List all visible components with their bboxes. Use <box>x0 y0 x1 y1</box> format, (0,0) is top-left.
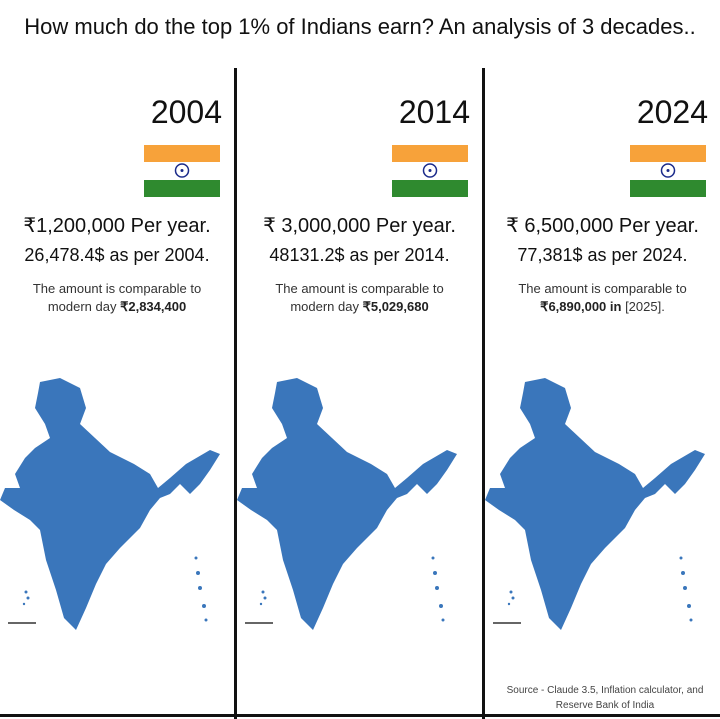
year-label: 2024 <box>636 94 708 130</box>
source-note: Source - Claude 3.5, Inflation calculato… <box>506 685 704 711</box>
comparison-value: ₹5,029,680 <box>362 299 429 314</box>
inflation-comparison: The amount is comparable to modern day ₹… <box>237 280 482 316</box>
year-panel: 2014 ₹ 3,000,000 Per year. 48131.2$ as p… <box>237 68 482 708</box>
usd-income: 26,478.4$ as per 2004. <box>24 245 210 265</box>
rupee-income: ₹ 3,000,000 Per year. <box>263 215 456 237</box>
comparison-text: The amount is comparable to <box>275 281 444 296</box>
divider <box>482 68 485 719</box>
year-label: 2014 <box>398 94 470 130</box>
comparison-value: ₹2,834,400 <box>120 299 187 314</box>
divider <box>234 68 237 719</box>
comparison-text: The amount is comparable to <box>518 281 687 296</box>
usd-income: 77,381$ as per 2024. <box>517 245 688 265</box>
divider <box>0 714 720 717</box>
year-label: 2004 <box>150 94 222 130</box>
comparison-text: The amount is comparable to <box>32 281 202 296</box>
india-map-icon <box>237 378 457 630</box>
year-panel: 2024 ₹ 6,500,000 Per year. 77,381$ as pe… <box>485 68 720 708</box>
usd-income: 48131.2$ as per 2014. <box>269 245 450 265</box>
india-flag-icon <box>144 145 220 197</box>
comparison-value: ₹6,890,000 in <box>540 299 622 314</box>
india-flag-icon <box>630 145 706 197</box>
india-map-icon <box>485 378 705 630</box>
page-title: How much do the top 1% of Indians earn? … <box>24 14 696 39</box>
comparison-suffix: [2025]. <box>621 299 665 314</box>
inflation-comparison: The amount is comparable to ₹6,890,000 i… <box>485 280 720 316</box>
india-flag-icon <box>392 145 468 197</box>
year-panel: 2004 ₹1,200,000 Per year. 26,478.4$ as p… <box>0 68 234 708</box>
india-map-icon <box>0 378 220 630</box>
comparison-prefix: modern day <box>47 299 121 314</box>
rupee-income: ₹1,200,000 Per year. <box>23 215 211 237</box>
inflation-comparison: The amount is comparable to modern day ₹… <box>0 280 234 316</box>
rupee-income: ₹ 6,500,000 Per year. <box>506 215 699 237</box>
comparison-prefix: modern day <box>290 299 363 314</box>
